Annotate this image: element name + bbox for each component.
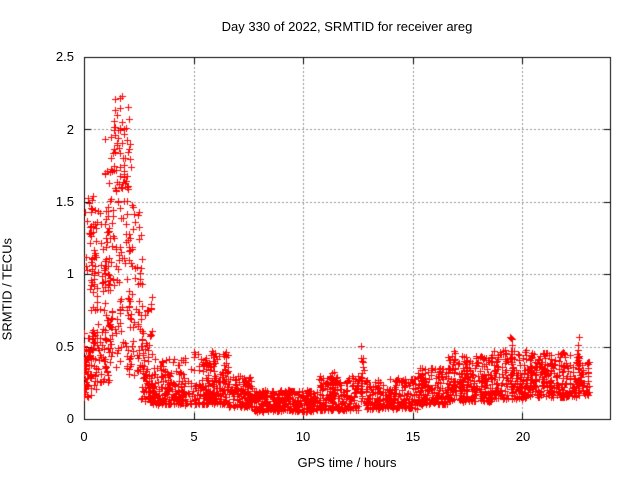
y-tick-label-2_5: 2.5 (55, 49, 74, 64)
x-tick-label-0: 0 (80, 429, 88, 444)
y-tick-label-1: 1 (66, 266, 74, 281)
y-tick-label-0_5: 0.5 (55, 339, 74, 354)
y-axis-label-text: SRMTID / TECUs (0, 237, 14, 341)
x-tick-label-20: 20 (515, 429, 531, 444)
chart-title: Day 330 of 2022, SRMTID for receiver are… (221, 19, 473, 34)
x-tick-label-5: 5 (190, 429, 198, 444)
x-tick-label-10: 10 (295, 429, 311, 444)
x-tick-label-15: 15 (405, 429, 421, 444)
y-tick-label-1_5: 1.5 (55, 194, 74, 209)
y-tick-label-0: 0 (66, 411, 74, 426)
y-tick-label-2: 2 (66, 122, 74, 137)
x-axis-label: GPS time / hours (297, 455, 397, 470)
